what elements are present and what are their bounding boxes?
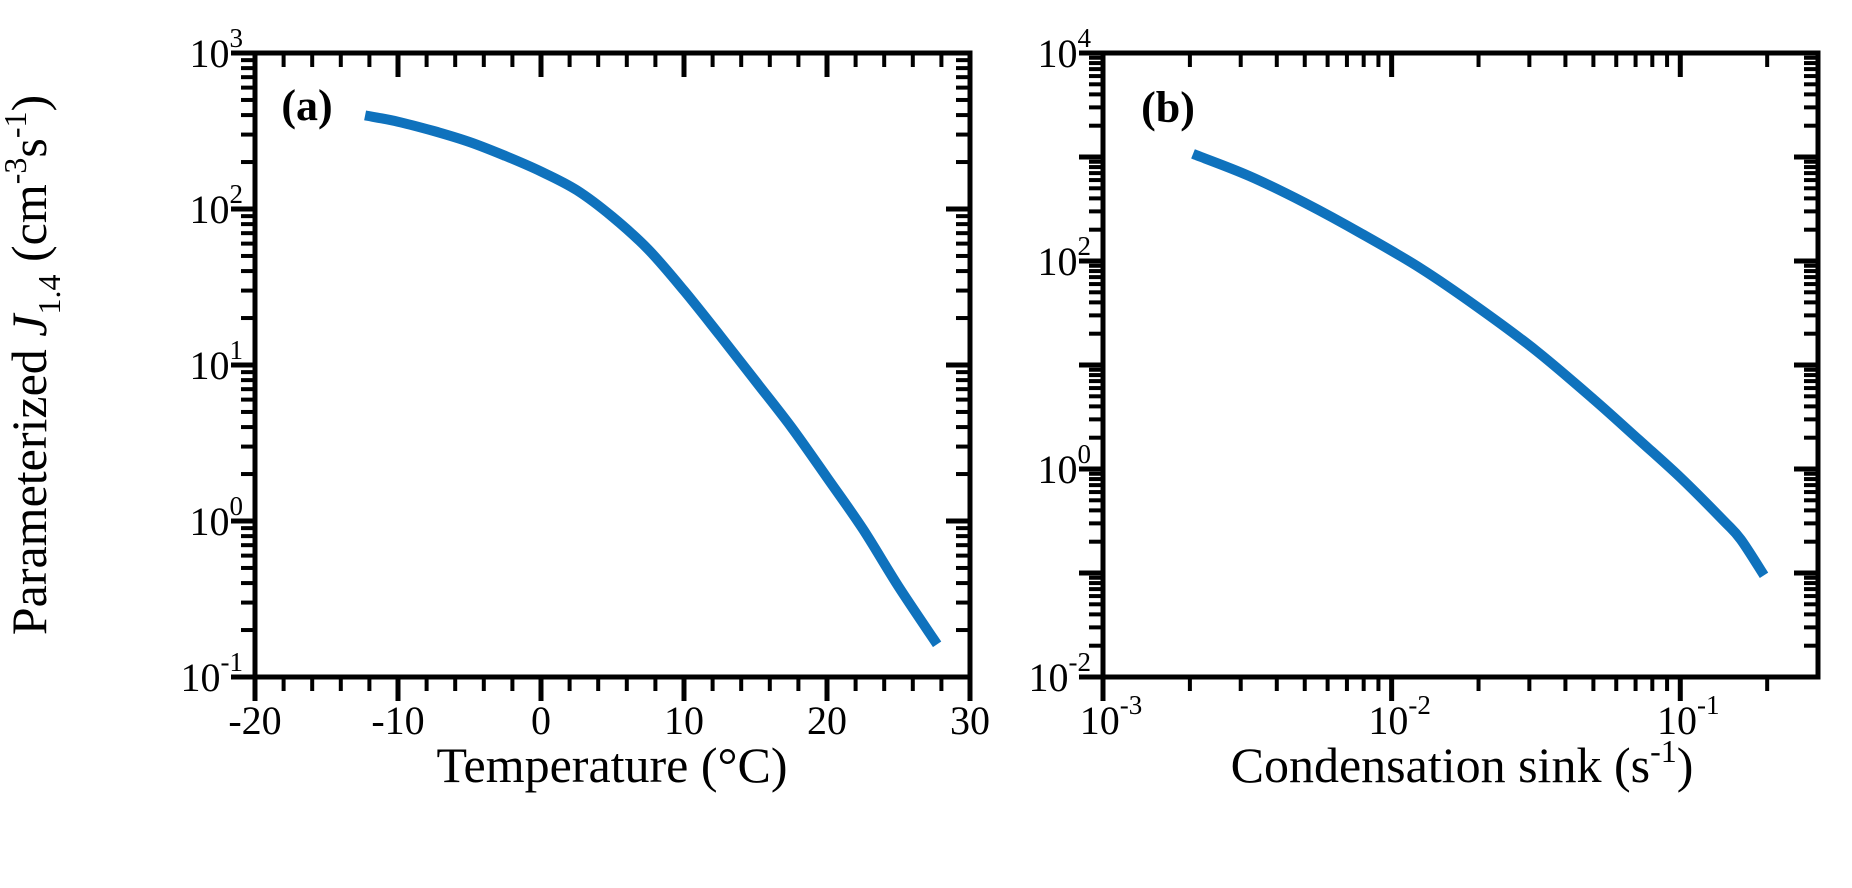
panel-a-x-tick-label: 20 <box>807 698 847 743</box>
panel-b-plot-box <box>1100 50 1821 680</box>
panel-a-label: (a) <box>281 81 332 130</box>
panel-b-x-tick-label: 10-2 <box>1368 690 1431 743</box>
panel-b-x-axis-title: Condensation sink (s-1) <box>1231 733 1694 793</box>
panel-a-y-tick-label: 103 <box>190 23 244 76</box>
panel-a-y-tick-label: 100 <box>190 491 244 544</box>
panel-b-y-tick-label: 104 <box>1038 23 1092 76</box>
panel-a-curve <box>364 110 942 648</box>
panel-a-x-tick-label: -20 <box>228 698 281 743</box>
panel-b-y-tick-label: 102 <box>1038 231 1092 284</box>
panel-a-x-tick-label: 10 <box>664 698 704 743</box>
panel-a-plot-box <box>252 50 973 680</box>
panel-a-y-tick-label: 102 <box>190 179 244 232</box>
panel-a-y-tick-label: 10-1 <box>181 647 244 700</box>
panel-a-x-tick-label: -10 <box>371 698 424 743</box>
panel-a-y-tick-label: 101 <box>190 335 244 388</box>
panel-b-curve <box>1191 149 1769 579</box>
panel-b-x-tick-label: 10-3 <box>1080 690 1143 743</box>
panel-b-x-tick-label: 10-1 <box>1657 690 1720 743</box>
panel-a-y-axis-title: Parameterized J1.4 (cm-3s-1) <box>0 95 67 635</box>
panel-b-y-tick-label: 10-2 <box>1029 647 1092 700</box>
panel-a-x-tick-label: 0 <box>531 698 551 743</box>
panel-a-x-axis-title: Temperature (°C) <box>436 737 787 793</box>
panel-b-y-tick-label: 100 <box>1038 439 1092 492</box>
panel-a-x-tick-label: 30 <box>950 698 990 743</box>
panel-b-label: (b) <box>1141 83 1195 132</box>
